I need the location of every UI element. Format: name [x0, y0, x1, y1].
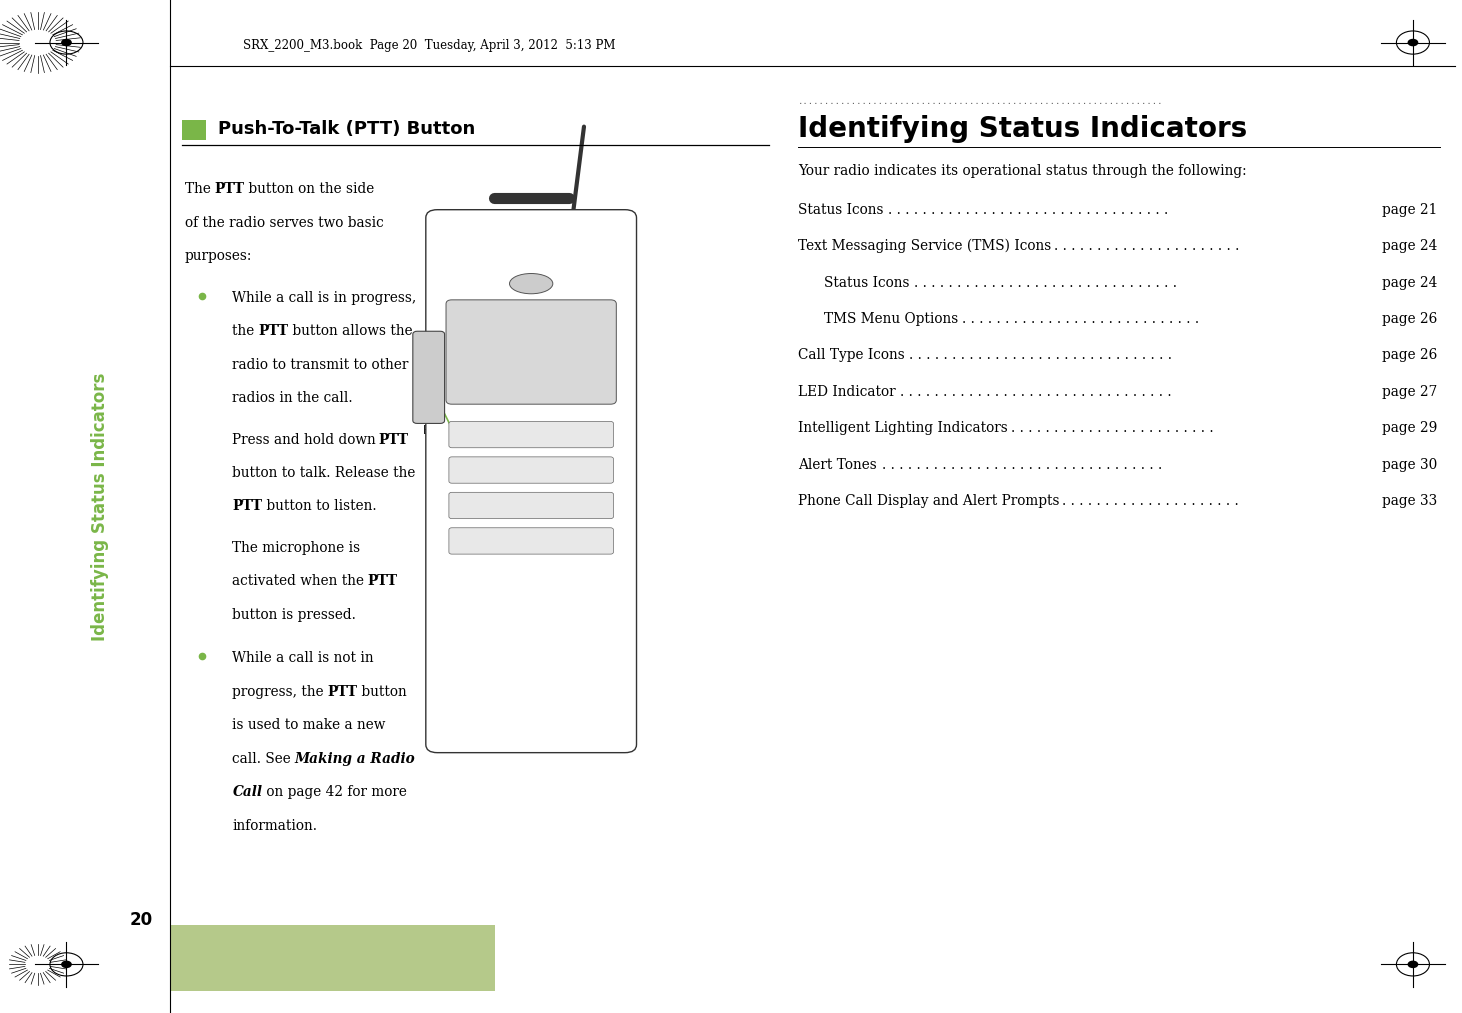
Text: Identifying Status Indicators: Identifying Status Indicators [91, 373, 108, 640]
Text: progress, the: progress, the [232, 685, 329, 699]
Text: . . . . . . . . . . . . . . . . . . . . . . . . . . . . . . . .: . . . . . . . . . . . . . . . . . . . . … [901, 385, 1173, 399]
Text: While a call is not in: While a call is not in [232, 651, 374, 666]
Text: . . . . . . . . . . . . . . . . . . . . .: . . . . . . . . . . . . . . . . . . . . … [1061, 494, 1238, 509]
Text: Button: Button [423, 424, 462, 437]
Text: page 26: page 26 [1382, 312, 1437, 326]
Text: Push-To-Talk (PTT) Button: Push-To-Talk (PTT) Button [218, 120, 475, 138]
Text: page 29: page 29 [1382, 421, 1437, 436]
Text: PTT: PTT [259, 324, 288, 338]
Text: Text Messaging Service (TMS) Icons: Text Messaging Service (TMS) Icons [798, 239, 1051, 253]
Text: Call Type Icons: Call Type Icons [798, 348, 905, 363]
Text: page 27: page 27 [1382, 385, 1437, 399]
Text: PTT: PTT [367, 574, 398, 589]
Text: Call Type Icons: Call Type Icons [798, 348, 905, 363]
Text: Call: Call [232, 785, 263, 799]
Text: button is pressed.: button is pressed. [232, 608, 357, 622]
Text: page 26: page 26 [1382, 348, 1437, 363]
FancyBboxPatch shape [449, 457, 614, 483]
Text: page 24: page 24 [1382, 239, 1437, 253]
Text: The microphone is: The microphone is [232, 541, 361, 555]
Text: Intelligent Lighting Indicators: Intelligent Lighting Indicators [798, 421, 1007, 436]
Text: button on the side: button on the side [244, 182, 374, 197]
FancyBboxPatch shape [446, 300, 617, 404]
Text: button to listen.: button to listen. [262, 499, 377, 514]
Text: Alert Tones: Alert Tones [798, 458, 877, 472]
Text: 20: 20 [130, 911, 154, 929]
Text: radio to transmit to other: radio to transmit to other [232, 358, 409, 372]
Text: Identifying Status Indicators: Identifying Status Indicators [798, 114, 1247, 143]
Text: SRX_2200_M3.book  Page 20  Tuesday, April 3, 2012  5:13 PM: SRX_2200_M3.book Page 20 Tuesday, April … [243, 40, 616, 52]
Text: button: button [357, 685, 406, 699]
Text: of the radio serves two basic: of the radio serves two basic [184, 216, 383, 230]
Text: Phone Call Display and Alert Prompts: Phone Call Display and Alert Prompts [798, 494, 1060, 509]
Text: page 29: page 29 [1382, 421, 1437, 436]
Text: Alert Tones: Alert Tones [798, 458, 877, 472]
FancyBboxPatch shape [449, 492, 614, 519]
Text: Status Icons: Status Icons [825, 276, 909, 290]
Text: Press and hold down: Press and hold down [232, 433, 380, 447]
Text: Status Icons: Status Icons [825, 276, 909, 290]
Circle shape [1408, 960, 1418, 968]
Text: Status Icons: Status Icons [798, 203, 883, 217]
FancyBboxPatch shape [412, 331, 444, 423]
Text: PTT: PTT [232, 499, 263, 514]
Text: the: the [232, 324, 259, 338]
Text: button allows the: button allows the [288, 324, 412, 338]
Text: Your radio indicates its operational status through the following:: Your radio indicates its operational sta… [798, 164, 1247, 178]
Text: call. See: call. See [232, 752, 295, 766]
FancyBboxPatch shape [449, 421, 614, 448]
FancyBboxPatch shape [171, 925, 496, 991]
Text: activated when the: activated when the [232, 574, 368, 589]
Circle shape [61, 960, 72, 968]
Text: purposes:: purposes: [184, 249, 251, 263]
Text: . . . . . . . . . . . . . . . . . . . . . . . . . . . . . . . . .: . . . . . . . . . . . . . . . . . . . . … [889, 203, 1168, 217]
Text: information.: information. [232, 819, 317, 833]
Circle shape [1408, 38, 1418, 47]
Text: Making a Radio: Making a Radio [295, 752, 415, 766]
Text: While a call is in progress,: While a call is in progress, [232, 291, 417, 305]
Text: page 27: page 27 [1382, 385, 1437, 399]
Text: radios in the call.: radios in the call. [232, 391, 352, 405]
Text: . . . . . . . . . . . . . . . . . . . . . . . .: . . . . . . . . . . . . . . . . . . . . … [1010, 421, 1218, 436]
Text: page 33: page 33 [1382, 494, 1437, 509]
Text: page 24: page 24 [1382, 276, 1437, 290]
Text: . . . . . . . . . . . . . . . . . . . . . . . . . . . . . . .: . . . . . . . . . . . . . . . . . . . . … [914, 276, 1177, 290]
Text: PTT: PTT [423, 409, 447, 421]
Text: Text Messaging Service (TMS) Icons: Text Messaging Service (TMS) Icons [798, 239, 1051, 253]
Text: LED Indicator: LED Indicator [798, 385, 896, 399]
Text: . . . . . . . . . . . . . . . . . . . . . . . . . . . .: . . . . . . . . . . . . . . . . . . . . … [962, 312, 1199, 326]
Text: on page 42 for more: on page 42 for more [262, 785, 406, 799]
Text: page 26: page 26 [1382, 312, 1437, 326]
Text: page 24: page 24 [1382, 239, 1437, 253]
Text: PTT: PTT [379, 433, 409, 447]
Text: PTT: PTT [327, 685, 357, 699]
Text: page 26: page 26 [1382, 348, 1437, 363]
Text: . . . . . . . . . . . . . . . . . . . . . . . . . . . . . . . . .: . . . . . . . . . . . . . . . . . . . . … [882, 458, 1167, 472]
Text: page 24: page 24 [1382, 276, 1437, 290]
FancyBboxPatch shape [181, 120, 206, 140]
Text: Phone Call Display and Alert Prompts: Phone Call Display and Alert Prompts [798, 494, 1060, 509]
Text: button to talk. Release the: button to talk. Release the [232, 466, 415, 480]
Text: TMS Menu Options: TMS Menu Options [825, 312, 959, 326]
Text: TMS Menu Options: TMS Menu Options [825, 312, 959, 326]
Text: page 30: page 30 [1382, 458, 1437, 472]
Text: The: The [184, 182, 215, 197]
Circle shape [61, 38, 72, 47]
Text: English: English [231, 948, 304, 966]
Text: Intelligent Lighting Indicators: Intelligent Lighting Indicators [798, 421, 1007, 436]
Text: Status Icons: Status Icons [798, 203, 883, 217]
FancyBboxPatch shape [425, 210, 636, 753]
Text: page 21: page 21 [1382, 203, 1437, 217]
Ellipse shape [510, 274, 553, 294]
Text: page 21: page 21 [1382, 203, 1437, 217]
Text: is used to make a new: is used to make a new [232, 718, 386, 732]
Text: LED Indicator: LED Indicator [798, 385, 896, 399]
Text: ....................................................................: ........................................… [798, 97, 1164, 105]
Text: PTT: PTT [215, 182, 244, 197]
FancyBboxPatch shape [449, 528, 614, 554]
Text: . . . . . . . . . . . . . . . . . . . . . . . . . . . . . . .: . . . . . . . . . . . . . . . . . . . . … [909, 348, 1177, 363]
Text: page 30: page 30 [1382, 458, 1437, 472]
Text: . . . . . . . . . . . . . . . . . . . . . .: . . . . . . . . . . . . . . . . . . . . … [1054, 239, 1240, 253]
Text: page 33: page 33 [1382, 494, 1437, 509]
